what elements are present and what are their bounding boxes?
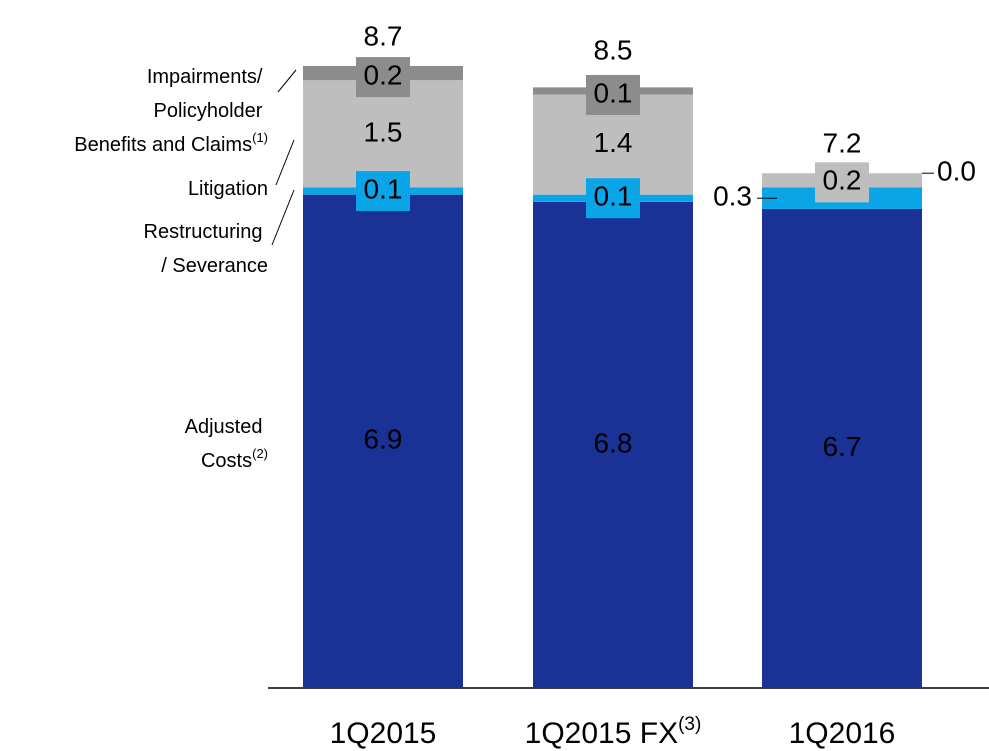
legend-line: / Severance (161, 255, 268, 277)
legend-line: Restructuring (144, 221, 269, 243)
label-box (356, 171, 410, 212)
value-label: 6.7 (823, 431, 862, 462)
legend-line: Benefits and Claims (74, 134, 252, 156)
legend-note: (1) (252, 130, 268, 145)
legend-line: Impairments/ (147, 66, 268, 88)
value-label: 0.0 (937, 156, 976, 187)
legend-line: Costs (201, 450, 252, 472)
bar-segment (533, 201, 693, 689)
value-label: 1.4 (594, 127, 633, 158)
x-tick-label: 1Q2015 (330, 717, 437, 750)
x-tick-label: 1Q2016 (789, 717, 896, 750)
legend-label: Litigation (188, 178, 268, 200)
leader-line (271, 189, 295, 246)
legend-label: Restructuring / Severance (144, 221, 269, 277)
label-box (815, 162, 869, 203)
category-name: 1Q2015 FX (525, 717, 678, 750)
leader-line (275, 139, 295, 186)
x-tick-label: 1Q2015 FX(3) (525, 714, 702, 750)
value-label: 0.1 (594, 181, 633, 212)
category-name: 1Q2016 (789, 717, 896, 750)
value-label: 1.5 (364, 116, 403, 147)
total-label: 7.2 (823, 128, 862, 159)
bar-segment (303, 80, 463, 188)
bar-segment (303, 194, 463, 688)
label-box (356, 57, 410, 98)
value-label: 6.9 (364, 424, 403, 455)
label-box (586, 74, 640, 115)
bar-segment (762, 208, 922, 688)
category-note: (3) (678, 714, 701, 735)
category-name: 1Q2015 (330, 717, 437, 750)
total-label: 8.7 (364, 20, 403, 51)
legend-label: Impairments/ Policyholder Benefits and C… (74, 66, 268, 156)
legend-label: Adjusted Costs(2) (185, 416, 268, 472)
label-box (586, 178, 640, 219)
legend-line: Adjusted (185, 416, 268, 438)
value-label: 0.1 (594, 77, 633, 108)
total-label: 8.5 (594, 35, 633, 66)
value-label: 0.2 (364, 59, 403, 90)
legend-line: Policyholder (153, 100, 268, 122)
value-label: 0.2 (823, 165, 862, 196)
value-label: 6.8 (594, 427, 633, 458)
legend-note: (2) (252, 446, 268, 461)
value-label: 0.1 (364, 173, 403, 204)
leader-line (277, 69, 297, 93)
value-label: 0.3 (713, 181, 752, 212)
legend-line: Litigation (188, 178, 268, 200)
